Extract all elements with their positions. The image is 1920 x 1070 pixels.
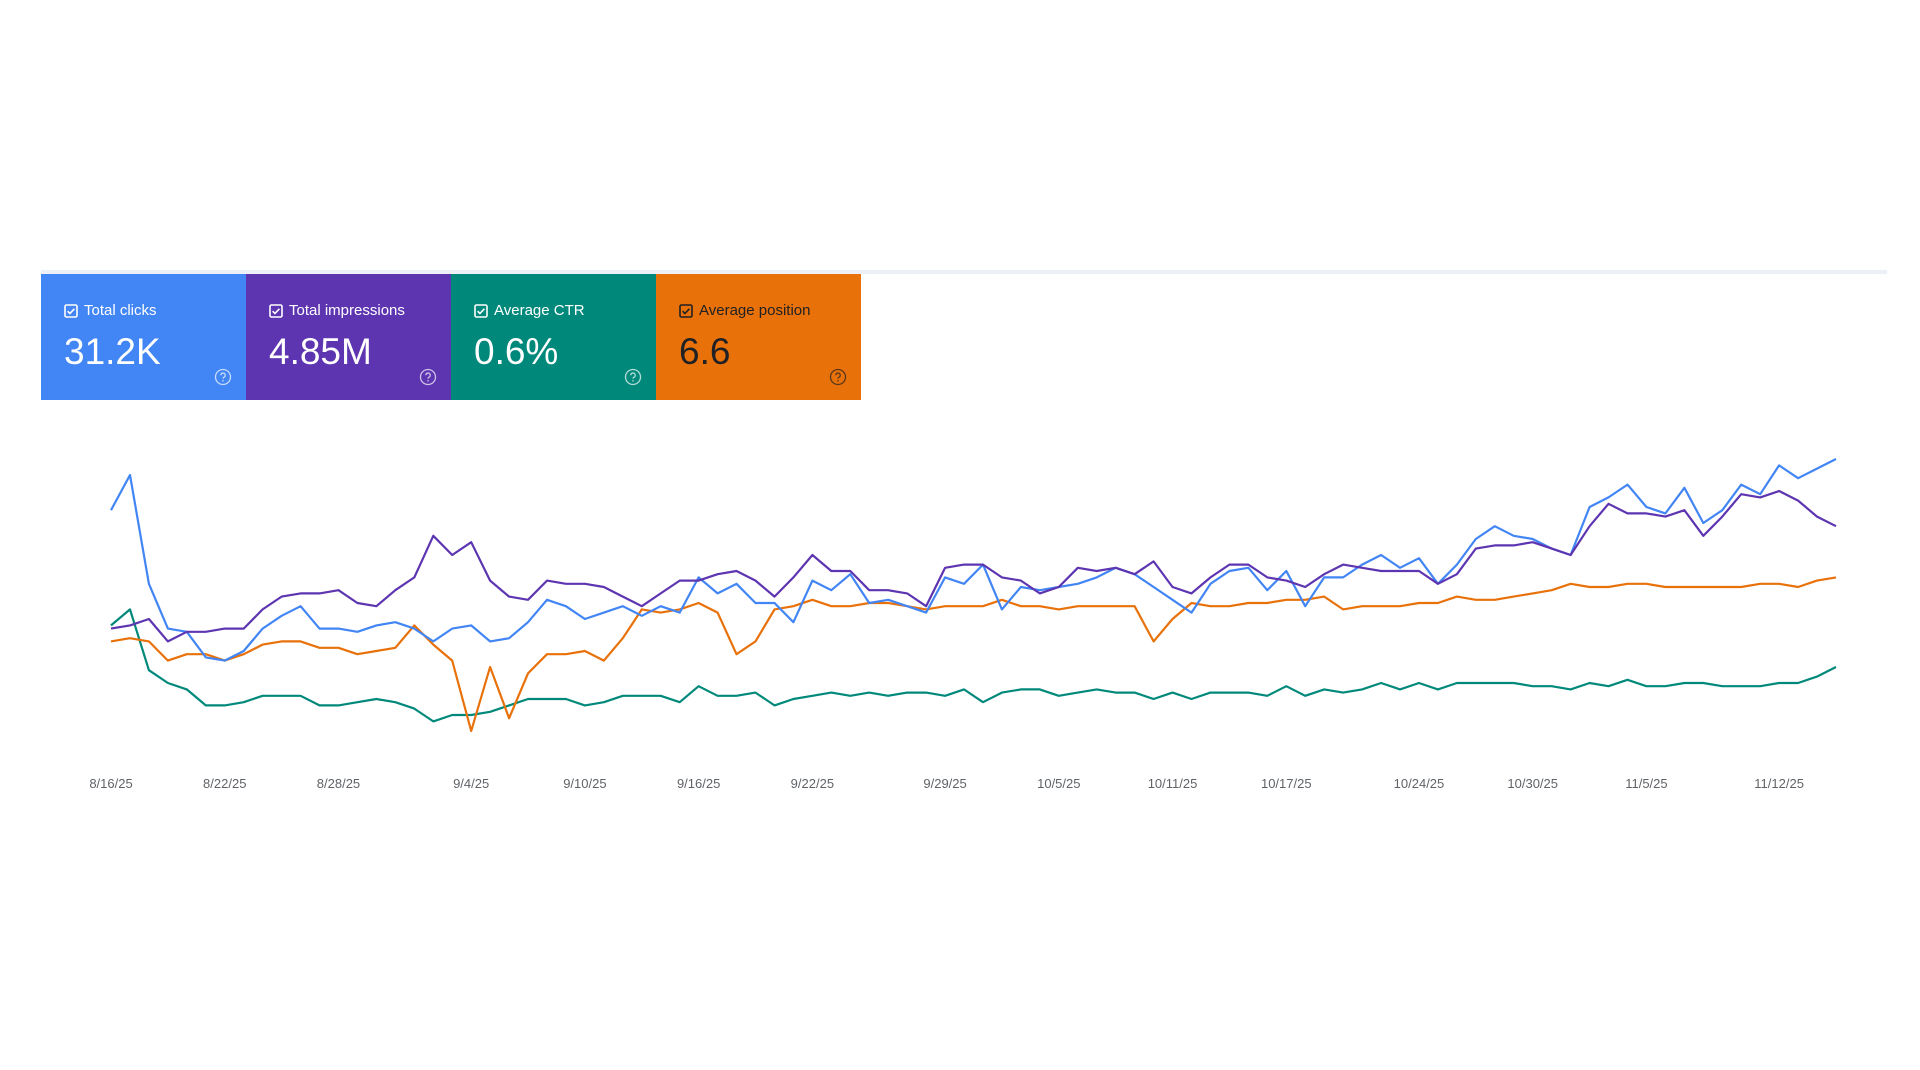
series-line (110, 576, 1837, 733)
x-tick-label: 11/5/25 (1625, 776, 1667, 791)
x-tick-label: 8/16/25 (89, 776, 132, 791)
metric-card[interactable]: Total impressions 4.85M (246, 274, 451, 400)
metric-value: 4.85M (269, 331, 372, 372)
metric-label: Average CTR (494, 302, 585, 319)
x-tick-label: 9/4/25 (453, 776, 489, 791)
x-tick-label: 8/22/25 (203, 776, 246, 791)
metric-card[interactable]: Total clicks 31.2K (41, 274, 246, 400)
x-tick-label: 10/24/25 (1394, 776, 1445, 791)
metric-card[interactable]: Average position 6.6 (656, 274, 861, 400)
x-tick-label: 9/10/25 (563, 776, 606, 791)
x-tick-label: 9/16/25 (677, 776, 720, 791)
help-icon[interactable] (214, 368, 232, 386)
x-tick-label: 9/29/25 (923, 776, 966, 791)
metric-label-row: Average position (679, 302, 861, 319)
metric-label: Total clicks (84, 302, 157, 319)
x-tick-label: 10/30/25 (1507, 776, 1558, 791)
x-tick-label: 10/17/25 (1261, 776, 1312, 791)
help-icon[interactable] (624, 368, 642, 386)
checkbox[interactable] (269, 303, 283, 318)
metric-cards: Total clicks 31.2K Total impressions 4.85M A… (41, 274, 861, 400)
help-icon[interactable] (829, 368, 847, 386)
metric-label-row: Total impressions (269, 302, 451, 319)
x-tick-label: 10/11/25 (1148, 776, 1198, 791)
checkbox[interactable] (474, 303, 488, 318)
checkbox[interactable] (64, 303, 78, 318)
metric-label-row: Average CTR (474, 302, 656, 319)
series-line (110, 608, 1837, 723)
metric-value: 31.2K (64, 331, 161, 372)
metric-value: 0.6% (474, 331, 559, 372)
metric-value: 6.6 (679, 331, 731, 372)
metric-label: Average position (699, 302, 811, 319)
x-tick-label: 8/28/25 (317, 776, 360, 791)
panel-border (41, 270, 1887, 274)
metric-label-row: Total clicks (64, 302, 246, 319)
metric-card[interactable]: Average CTR 0.6% (451, 274, 656, 400)
checkbox[interactable] (679, 303, 693, 318)
help-icon[interactable] (419, 368, 437, 386)
x-tick-label: 10/5/25 (1037, 776, 1080, 791)
series-line (110, 489, 1837, 643)
metric-label: Total impressions (289, 302, 405, 319)
x-tick-label: 11/12/25 (1754, 776, 1804, 791)
x-tick-label: 9/22/25 (791, 776, 834, 791)
series-line (110, 458, 1837, 662)
